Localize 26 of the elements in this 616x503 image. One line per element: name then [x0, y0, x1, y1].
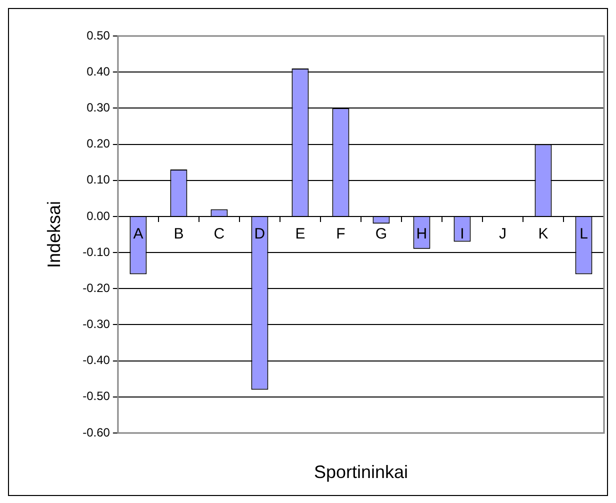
x-tick-label: I [460, 226, 464, 243]
x-tick-label: A [133, 226, 144, 243]
y-tick-label: 0.00 [86, 208, 110, 223]
x-tick-label: C [214, 226, 225, 243]
y-tick-label: -0.20 [82, 280, 110, 295]
y-tick-label: 0.40 [86, 64, 110, 78]
y-tick-label: -0.10 [82, 244, 110, 259]
x-tick-label: E [295, 226, 306, 243]
x-tick-label: B [174, 226, 184, 243]
y-tick-label: -0.50 [82, 389, 110, 404]
y-tick-label: -0.30 [82, 317, 110, 332]
x-tick-label: H [416, 226, 428, 243]
y-tick-label: -0.40 [82, 353, 110, 368]
x-tick-label: F [336, 226, 346, 243]
x-tick-label: L [580, 226, 588, 243]
y-tick-label: -0.60 [82, 425, 110, 440]
x-tick-label: D [254, 226, 266, 243]
x-tick-label: J [498, 226, 506, 243]
y-tick-label: 0.20 [86, 136, 110, 151]
x-tick-label: G [375, 226, 388, 243]
x-tick-label: K [538, 226, 548, 243]
y-tick-label: 0.30 [86, 100, 110, 114]
y-axis-title: Indeksai [44, 200, 64, 268]
y-tick-label: 0.50 [86, 28, 110, 42]
x-axis-title: Sportininkai [314, 462, 408, 482]
y-tick-label: 0.10 [86, 172, 110, 187]
